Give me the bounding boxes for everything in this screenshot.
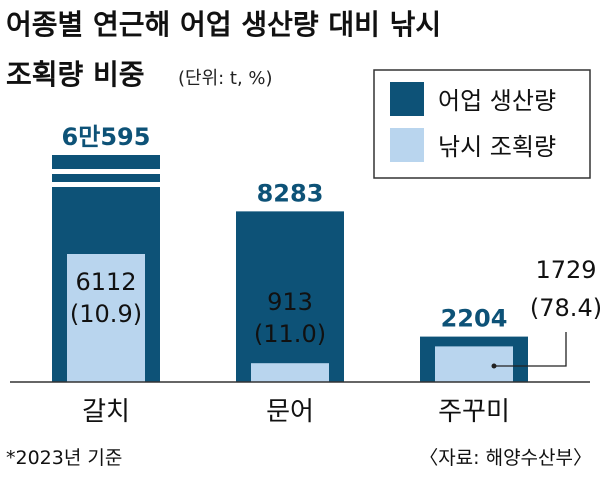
chart-title-line2: 조획량 비중	[6, 58, 145, 91]
unit-note: (단위: t, %)	[178, 68, 273, 89]
category-label-1: 문어	[266, 397, 314, 427]
bar-production-1	[236, 211, 344, 382]
legend-label-production: 어업 생산량	[438, 87, 556, 115]
legend: 어업 생산량 낚시 조획량	[373, 69, 591, 179]
source-note: 〈자료: 해양수산부〉	[419, 447, 592, 469]
callout-line-2	[494, 332, 567, 367]
value-label-production-0: 6만595	[62, 123, 151, 151]
value-label-catch-2: 1729	[535, 256, 596, 284]
value-label-catch-0: 6112	[75, 268, 136, 296]
category-labels: 갈치 문어 주꾸미	[82, 397, 510, 427]
value-label-production-1: 8283	[257, 179, 324, 207]
legend-swatch-production	[390, 82, 424, 116]
chart-title-line1: 어종별 연근해 어업 생산량 대비 낚시	[6, 8, 441, 41]
share-label-catch-2: (78.4)	[530, 294, 600, 322]
bar-catch-1	[251, 363, 329, 382]
bar-catch-0	[67, 254, 145, 382]
share-label-catch-1: (11.0)	[254, 320, 326, 348]
category-label-0: 갈치	[82, 397, 130, 427]
bar-group: 6만595 6112 (10.9) 8283 913 (11.0) 2204 1729 (78.…	[51, 123, 600, 382]
category-label-2: 주꾸미	[438, 397, 510, 427]
footnote: *2023년 기준	[6, 447, 122, 469]
axis-break-mark-0-b	[51, 182, 161, 187]
axis-break-mark-0-a	[51, 169, 161, 174]
share-label-catch-0: (10.9)	[70, 300, 142, 328]
value-label-catch-1: 913	[267, 288, 313, 316]
legend-label-catch: 낚시 조획량	[438, 133, 556, 161]
bar-catch-2	[435, 346, 513, 382]
value-label-production-2: 2204	[441, 305, 508, 333]
legend-swatch-catch	[390, 128, 424, 162]
